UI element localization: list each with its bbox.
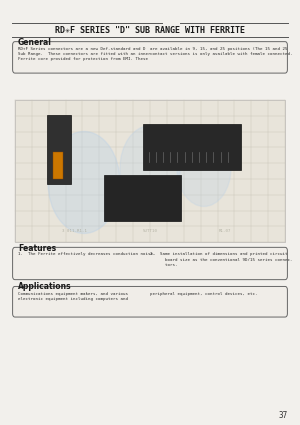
Text: Communications equipment makers, and various
electronic equipment including comp: Communications equipment makers, and var… xyxy=(18,292,128,301)
FancyBboxPatch shape xyxy=(15,100,285,242)
Text: U: U xyxy=(211,133,221,146)
FancyBboxPatch shape xyxy=(143,124,241,170)
Text: R1-07: R1-07 xyxy=(219,229,231,233)
Text: General: General xyxy=(18,38,52,47)
Text: RD✳F Series connectors are a new Def-standard and D
Sub Range.  These connectors: RD✳F Series connectors are a new Def-sta… xyxy=(18,47,151,61)
Circle shape xyxy=(48,131,120,233)
Text: 1.  The Ferrite effectively decreases conduction noise.: 1. The Ferrite effectively decreases con… xyxy=(18,252,155,256)
Text: Applications: Applications xyxy=(18,282,72,292)
Text: peripheral equipment, control devices, etc.: peripheral equipment, control devices, e… xyxy=(150,292,257,295)
FancyBboxPatch shape xyxy=(104,175,181,221)
FancyBboxPatch shape xyxy=(47,115,71,184)
FancyBboxPatch shape xyxy=(13,247,287,280)
FancyBboxPatch shape xyxy=(13,286,287,317)
Text: RD✳F SERIES "D" SUB RANGE WITH FERRITE: RD✳F SERIES "D" SUB RANGE WITH FERRITE xyxy=(55,26,245,35)
Text: 2.  Same installation of dimensions and printed circuit
      board size as the : 2. Same installation of dimensions and p… xyxy=(150,252,292,267)
Text: are available in 9, 15, and 25 positions (The 15 and 25
contact versions is only: are available in 9, 15, and 25 positions… xyxy=(150,47,292,56)
FancyBboxPatch shape xyxy=(13,42,287,73)
Text: 3 011-R1-1: 3 011-R1-1 xyxy=(62,229,88,233)
Circle shape xyxy=(177,130,231,207)
Text: 37: 37 xyxy=(279,411,288,420)
FancyBboxPatch shape xyxy=(53,152,63,179)
Circle shape xyxy=(120,126,180,211)
Text: Features: Features xyxy=(18,244,56,253)
Text: 5UTT10: 5UTT10 xyxy=(142,229,158,233)
